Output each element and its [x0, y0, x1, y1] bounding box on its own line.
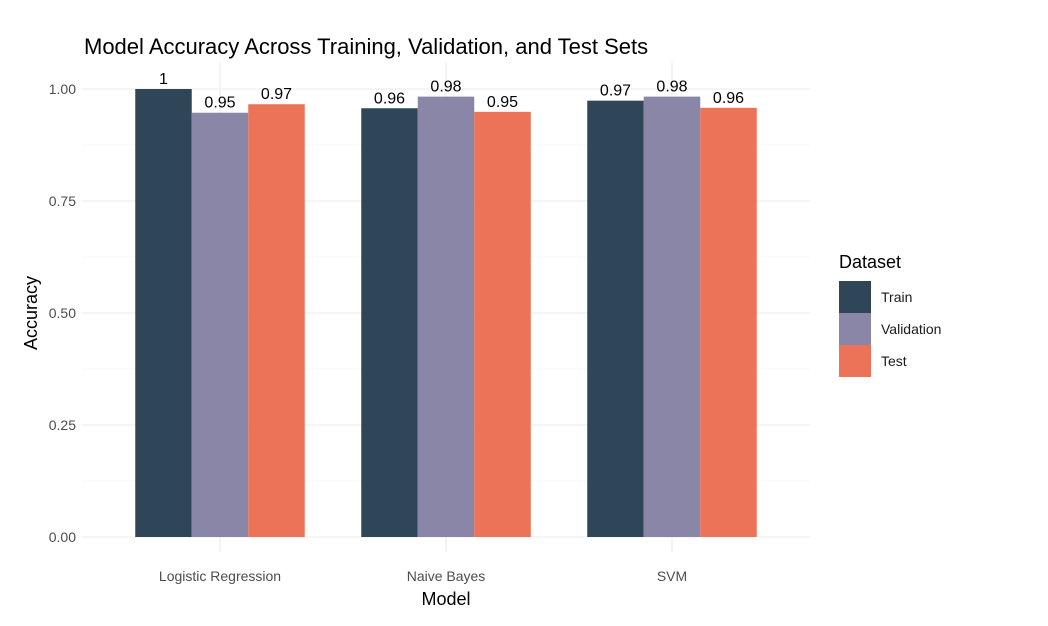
- bar-value-label: 1: [159, 71, 168, 88]
- bar-test: [474, 111, 531, 538]
- y-tick-label: 0.25: [49, 417, 76, 433]
- bar-train: [361, 108, 418, 537]
- y-axis-title: Accuracy: [21, 276, 41, 350]
- bar-train: [587, 100, 644, 537]
- bar-value-label: 0.98: [656, 79, 687, 96]
- legend-label: Test: [881, 353, 907, 369]
- x-axis-title: Model: [421, 589, 470, 609]
- x-tick-label: Naive Bayes: [407, 568, 486, 584]
- x-axis-ticks: Logistic Regression Naive Bayes SVM: [159, 568, 687, 584]
- legend-key-train: [839, 281, 871, 313]
- x-tick-label: SVM: [657, 568, 687, 584]
- bar-value-label: 0.96: [374, 90, 405, 107]
- legend: Dataset Train Validation Test: [839, 252, 941, 377]
- y-tick-label: 0.75: [49, 193, 76, 209]
- bar-validation: [417, 96, 475, 537]
- bar-train: [135, 89, 192, 537]
- legend-key-test: [839, 345, 871, 377]
- y-tick-label: 0.00: [49, 529, 76, 545]
- bar-value-label: 0.97: [261, 86, 292, 103]
- bar-value-label: 0.95: [487, 94, 518, 111]
- x-tick-label: Logistic Regression: [159, 568, 281, 584]
- legend-title: Dataset: [839, 252, 901, 272]
- legend-label: Validation: [881, 321, 941, 337]
- bar-validation: [191, 112, 249, 537]
- bar-value-label: 0.98: [430, 79, 461, 96]
- y-tick-label: 0.50: [49, 305, 76, 321]
- legend-key-validation: [839, 313, 871, 345]
- bar-test: [248, 104, 305, 538]
- chart-title: Model Accuracy Across Training, Validati…: [84, 34, 648, 59]
- value-labels: 1 0.95 0.97 0.96 0.98 0.95 0.97 0.98 0.96: [159, 71, 744, 112]
- bar-validation: [643, 96, 701, 537]
- bars: [135, 89, 757, 538]
- bar-value-label: 0.97: [600, 83, 631, 100]
- y-axis-ticks: 0.00 0.25 0.50 0.75 1.00: [49, 81, 76, 545]
- bar-value-label: 0.95: [204, 95, 235, 112]
- bar-value-label: 0.96: [713, 90, 744, 107]
- y-tick-label: 1.00: [49, 81, 76, 97]
- bar-test: [700, 107, 757, 537]
- legend-label: Train: [881, 289, 912, 305]
